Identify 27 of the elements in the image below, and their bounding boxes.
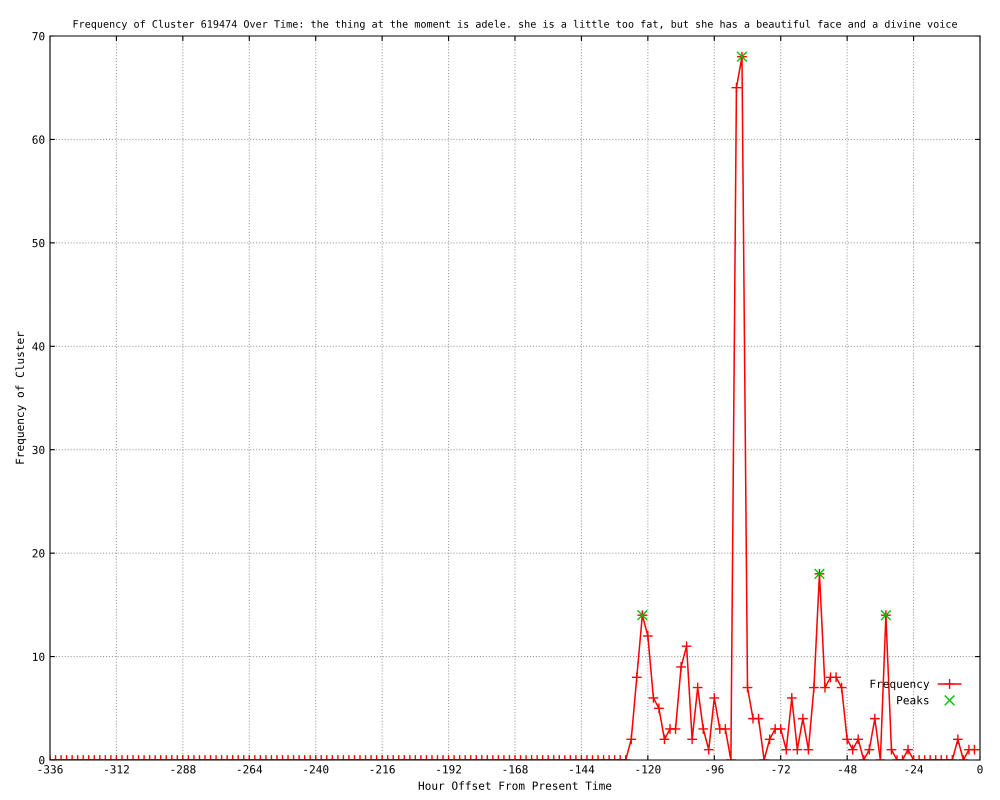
y-tick-label: 0 [39, 756, 44, 764]
x-tick-label: -72 [772, 765, 790, 774]
y-tick-label: 50 [32, 238, 44, 248]
x-tick-label: -24 [905, 765, 924, 774]
y-tick-label: 40 [32, 342, 44, 351]
x-tick-label: -288 [171, 765, 196, 774]
y-tick-label: 10 [33, 652, 44, 661]
legend-label: Peaks [897, 696, 928, 704]
y-axis-title: Frequency of Cluster [15, 332, 26, 464]
x-tick-label: -144 [570, 765, 594, 774]
x-tick-label: -192 [437, 765, 462, 774]
x-tick-label: -312 [104, 765, 129, 774]
x-axis-title: Hour Offset From Present Time [418, 781, 612, 790]
y-tick-label: 60 [32, 135, 44, 144]
y-tick-label: 70 [32, 32, 44, 40]
x-tick-label: 0 [977, 765, 983, 774]
x-tick-label: -96 [706, 765, 724, 774]
y-tick-label: 20 [32, 549, 44, 558]
x-tick-label: -120 [636, 765, 661, 774]
x-tick-label: -240 [304, 765, 328, 774]
x-tick-label: -336 [38, 765, 63, 774]
y-tick-label: 30 [32, 446, 44, 454]
chart-title: Frequency of Cluster 619474 Over Time: the thing at the moment is adele. she is a little too fat, but she has a beautiful face and a divine voice [74, 20, 957, 30]
x-tick-label: -216 [370, 765, 395, 774]
x-tick-label: -48 [839, 765, 856, 774]
x-tick-label: -168 [504, 765, 528, 774]
x-tick-label: -264 [238, 765, 262, 774]
